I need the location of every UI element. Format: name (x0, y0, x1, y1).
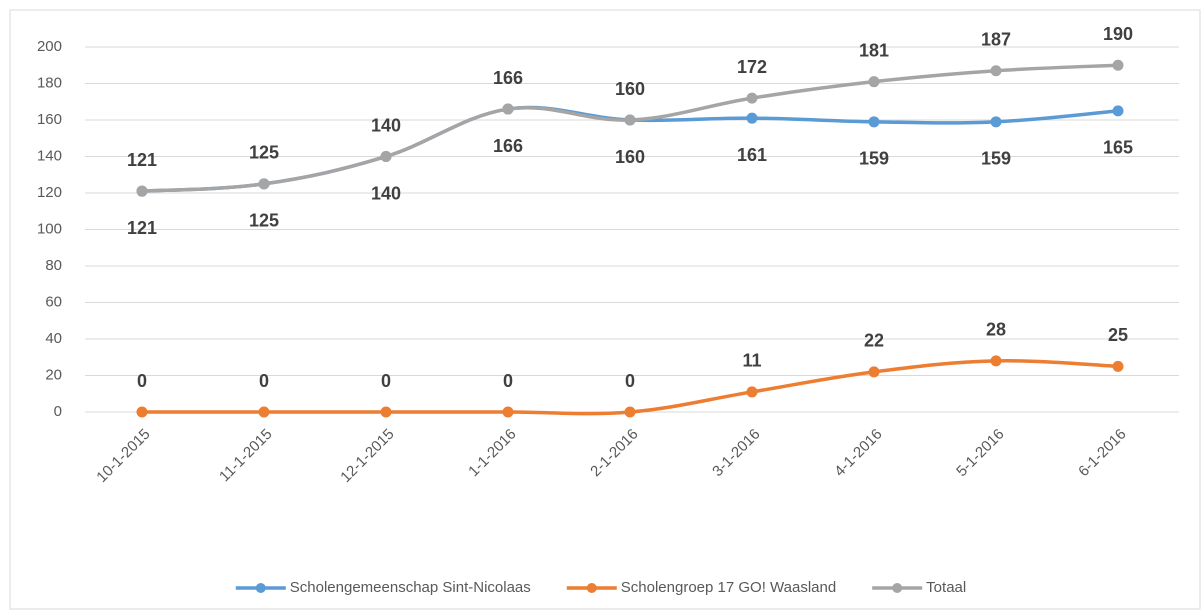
data-label: 0 (259, 371, 269, 391)
data-label: 11 (742, 351, 761, 371)
marker (136, 406, 148, 418)
legend-label: Scholengemeenschap Sint-Nicolaas (290, 579, 531, 596)
y-tick-label: 40 (45, 330, 62, 347)
y-tick-label: 200 (37, 38, 62, 55)
data-label: 0 (503, 371, 513, 391)
data-label: 172 (737, 57, 767, 77)
marker (502, 406, 514, 418)
marker (746, 386, 758, 398)
y-tick-label: 160 (37, 111, 62, 128)
marker (868, 116, 880, 128)
legend-marker (892, 583, 903, 593)
marker (380, 406, 392, 418)
marker (136, 185, 148, 197)
y-tick-label: 180 (37, 74, 62, 91)
data-label: 0 (625, 371, 635, 391)
marker (990, 65, 1002, 77)
data-label: 181 (859, 40, 889, 60)
marker (258, 406, 270, 418)
data-label: 25 (1108, 325, 1128, 345)
legend-label: Totaal (926, 579, 966, 596)
data-label: 159 (859, 149, 889, 169)
data-label: 0 (381, 371, 391, 391)
y-tick-label: 60 (45, 293, 62, 310)
marker (624, 114, 636, 126)
marker (258, 178, 270, 190)
legend-label: Scholengroep 17 GO! Waasland (621, 579, 836, 596)
marker (624, 406, 636, 418)
marker (990, 116, 1002, 128)
marker (502, 103, 514, 115)
legend-item: Scholengroep 17 GO! Waasland (566, 579, 836, 596)
data-label: 22 (864, 331, 884, 351)
data-label: 140 (371, 183, 401, 203)
y-tick-label: 120 (37, 184, 62, 201)
data-label: 0 (137, 371, 147, 391)
data-label: 160 (615, 147, 645, 167)
data-label: 160 (615, 79, 645, 99)
data-label: 166 (493, 68, 523, 88)
y-tick-label: 100 (37, 220, 62, 237)
data-label: 165 (1103, 138, 1133, 158)
data-label: 125 (249, 211, 279, 231)
marker (746, 92, 758, 104)
legend-item: Totaal (872, 579, 966, 596)
legend: Scholengemeenschap Sint-Nicolaas Scholeng… (235, 579, 966, 596)
marker (746, 112, 758, 124)
y-tick-label: 140 (37, 147, 62, 164)
marker (868, 76, 880, 88)
data-label: 187 (981, 29, 1011, 49)
marker (1112, 59, 1124, 71)
marker (990, 355, 1002, 367)
data-label: 159 (981, 149, 1011, 169)
data-label: 166 (493, 136, 523, 156)
data-label: 121 (127, 218, 157, 238)
legend-item: Scholengemeenschap Sint-Nicolaas (235, 579, 531, 596)
legend-marker (255, 583, 266, 593)
data-label: 121 (127, 150, 157, 170)
marker (380, 151, 392, 162)
marker (868, 366, 880, 378)
y-tick-label: 20 (45, 366, 62, 383)
data-label: 190 (1103, 24, 1133, 44)
marker (1112, 105, 1124, 117)
data-label: 161 (737, 145, 767, 165)
data-label: 140 (371, 115, 401, 135)
legend-marker (586, 583, 597, 593)
y-tick-label: 0 (54, 403, 62, 420)
data-label: 28 (986, 320, 1006, 340)
marker (1112, 360, 1124, 372)
chart-frame (9, 9, 1201, 610)
y-tick-label: 80 (45, 257, 62, 274)
data-label: 125 (249, 143, 279, 163)
